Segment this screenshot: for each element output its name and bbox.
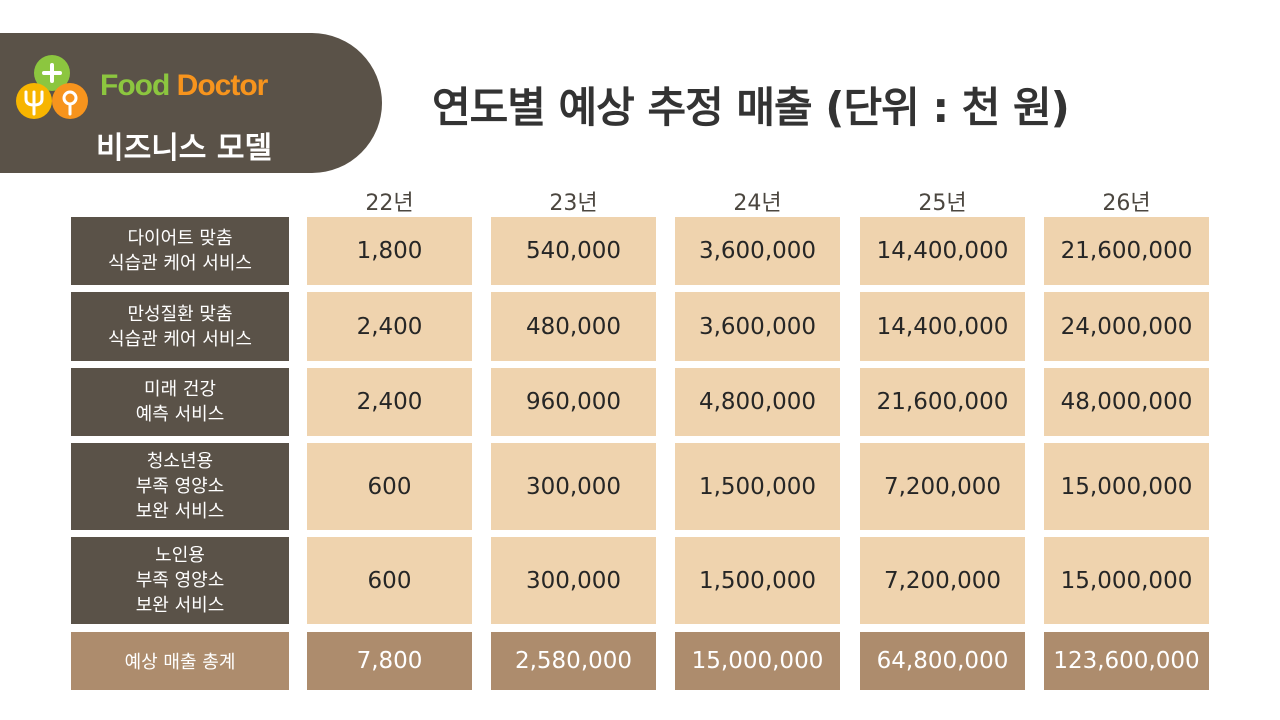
value-cell: 48,000,000: [1044, 368, 1209, 436]
value-cell: 540,000: [491, 217, 656, 285]
value-cell: 960,000: [491, 368, 656, 436]
header-badge: Food Doctor 비즈니스 모델: [0, 33, 382, 173]
year-header: 22년: [365, 191, 414, 216]
total-value-cell: 123,600,000: [1044, 632, 1209, 690]
value-cell: 14,400,000: [860, 217, 1025, 285]
value-cell: 21,600,000: [1044, 217, 1209, 285]
fork-icon: [24, 90, 44, 116]
value-cell: 300,000: [491, 443, 656, 530]
value-cell: 15,000,000: [1044, 537, 1209, 624]
row-label: 만성질환 맞춤 식습관 케어 서비스: [71, 292, 289, 361]
total-value-cell: 64,800,000: [860, 632, 1025, 690]
total-value-cell: 7,800: [307, 632, 472, 690]
brand-part-food: Food: [100, 69, 170, 102]
year-header: 24년: [733, 191, 782, 216]
value-cell: 15,000,000: [1044, 443, 1209, 530]
value-cell: 1,500,000: [675, 537, 840, 624]
value-cell: 2,400: [307, 368, 472, 436]
row-label: 청소년용 부족 영양소 보완 서비스: [71, 443, 289, 530]
value-cell: 1,500,000: [675, 443, 840, 530]
row-label: 다이어트 맞춤 식습관 케어 서비스: [71, 217, 289, 285]
value-cell: 7,200,000: [860, 443, 1025, 530]
spoon-circle: [52, 83, 88, 119]
year-header: 25년: [918, 191, 967, 216]
row-label: 미래 건강 예측 서비스: [71, 368, 289, 436]
value-cell: 21,600,000: [860, 368, 1025, 436]
value-cell: 2,400: [307, 292, 472, 361]
value-cell: 600: [307, 537, 472, 624]
badge-subtitle: 비즈니스 모델: [96, 131, 273, 166]
page-title: 연도별 예상 추정 매출 (단위 : 천 원): [432, 83, 1070, 132]
value-cell: 24,000,000: [1044, 292, 1209, 361]
total-value-cell: 2,580,000: [491, 632, 656, 690]
value-cell: 480,000: [491, 292, 656, 361]
year-header: 23년: [549, 191, 598, 216]
food-doctor-logo: [16, 55, 88, 119]
brand-part-doctor: Doctor: [176, 69, 269, 102]
row-label: 노인용 부족 영양소 보완 서비스: [71, 537, 289, 624]
spoon-icon: [62, 90, 78, 116]
total-value-cell: 15,000,000: [675, 632, 840, 690]
value-cell: 300,000: [491, 537, 656, 624]
total-label: 예상 매출 총계: [71, 632, 289, 690]
brand-name: Food Doctor: [100, 69, 269, 103]
value-cell: 1,800: [307, 217, 472, 285]
year-header: 26년: [1102, 191, 1151, 216]
value-cell: 600: [307, 443, 472, 530]
value-cell: 14,400,000: [860, 292, 1025, 361]
value-cell: 3,600,000: [675, 217, 840, 285]
value-cell: 3,600,000: [675, 292, 840, 361]
plus-icon: [42, 63, 62, 83]
value-cell: 4,800,000: [675, 368, 840, 436]
value-cell: 7,200,000: [860, 537, 1025, 624]
